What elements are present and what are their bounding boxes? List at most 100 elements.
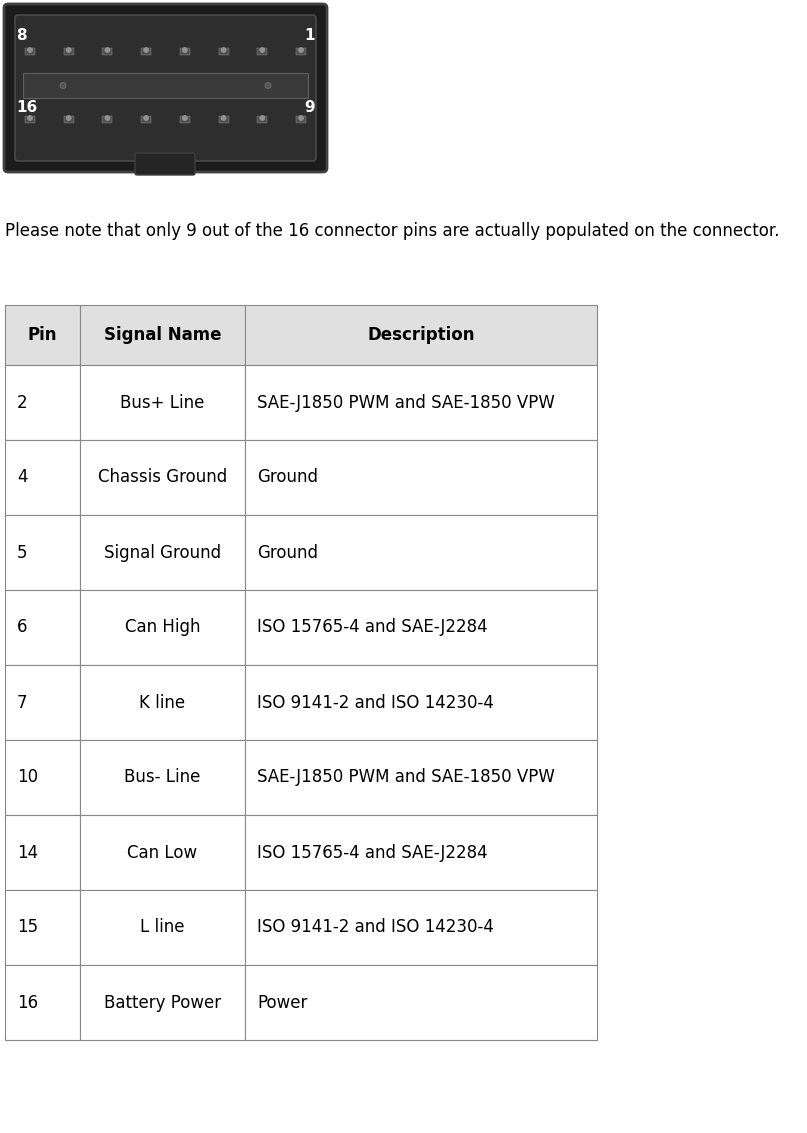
Text: ISO 9141-2 and ISO 14230-4: ISO 9141-2 and ISO 14230-4 (257, 919, 494, 937)
Text: Ground: Ground (257, 544, 318, 562)
Text: SAE-J1850 PWM and SAE-1850 VPW: SAE-J1850 PWM and SAE-1850 VPW (257, 768, 555, 786)
Bar (23, 73, 308, 97)
Bar (5, 365, 80, 440)
Circle shape (221, 116, 226, 120)
Text: SAE-J1850 PWM and SAE-1850 VPW: SAE-J1850 PWM and SAE-1850 VPW (257, 393, 555, 411)
Bar (5, 516, 80, 590)
Text: Signal Name: Signal Name (104, 326, 221, 344)
Bar (80, 440, 245, 516)
Bar (245, 891, 597, 965)
Bar (5, 440, 80, 516)
Bar (80, 740, 245, 815)
Text: Chassis Ground: Chassis Ground (98, 469, 227, 486)
Bar (102, 48, 112, 56)
Circle shape (66, 116, 71, 120)
Bar (180, 48, 190, 56)
Circle shape (105, 48, 110, 52)
Bar (245, 440, 597, 516)
Text: 4: 4 (17, 469, 27, 486)
Bar (245, 665, 597, 740)
Circle shape (265, 83, 271, 88)
Circle shape (66, 48, 71, 52)
Bar (5, 305, 80, 365)
Bar (25, 48, 35, 56)
Text: 6: 6 (17, 619, 27, 637)
Circle shape (27, 116, 32, 120)
Text: Battery Power: Battery Power (104, 994, 221, 1012)
Circle shape (260, 48, 265, 52)
Bar (257, 48, 267, 56)
FancyBboxPatch shape (15, 15, 316, 161)
Bar (245, 815, 597, 891)
Bar (80, 305, 245, 365)
Text: 10: 10 (17, 768, 38, 786)
Bar (80, 516, 245, 590)
Text: Please note that only 9 out of the 16 connector pins are actually populated on t: Please note that only 9 out of the 16 co… (5, 222, 780, 240)
Text: 16: 16 (17, 994, 38, 1012)
Text: 8: 8 (16, 28, 27, 43)
Text: Bus+ Line: Bus+ Line (120, 393, 205, 411)
Bar (296, 116, 306, 123)
Circle shape (27, 48, 32, 52)
Bar (245, 965, 597, 1040)
Bar (245, 516, 597, 590)
Text: ISO 15765-4 and SAE-J2284: ISO 15765-4 and SAE-J2284 (257, 619, 487, 637)
Text: L line: L line (140, 919, 185, 937)
Circle shape (182, 116, 187, 120)
Text: Description: Description (367, 326, 475, 344)
Bar (80, 365, 245, 440)
Text: ISO 15765-4 and SAE-J2284: ISO 15765-4 and SAE-J2284 (257, 843, 487, 861)
Bar (5, 590, 80, 665)
Bar (80, 665, 245, 740)
Bar (5, 665, 80, 740)
Circle shape (60, 83, 66, 88)
Circle shape (105, 116, 110, 120)
Text: Can High: Can High (125, 619, 200, 637)
Bar (180, 116, 190, 123)
Bar (245, 590, 597, 665)
Bar (245, 365, 597, 440)
Text: 15: 15 (17, 919, 38, 937)
Text: 5: 5 (17, 544, 27, 562)
Bar (5, 891, 80, 965)
Text: 14: 14 (17, 843, 38, 861)
Circle shape (221, 48, 226, 52)
Bar (5, 815, 80, 891)
Bar (141, 48, 151, 56)
Circle shape (260, 116, 265, 120)
Text: Signal Ground: Signal Ground (104, 544, 221, 562)
Text: Pin: Pin (27, 326, 57, 344)
Text: K line: K line (140, 693, 186, 712)
Bar (5, 740, 80, 815)
Bar (64, 116, 73, 123)
Bar (141, 116, 151, 123)
Text: Can Low: Can Low (128, 843, 198, 861)
Bar (80, 590, 245, 665)
Bar (5, 965, 80, 1040)
Bar (257, 116, 267, 123)
FancyBboxPatch shape (4, 5, 327, 172)
Text: 7: 7 (17, 693, 27, 712)
Text: 1: 1 (304, 28, 315, 43)
Circle shape (299, 48, 303, 52)
Circle shape (144, 48, 148, 52)
Bar (245, 305, 597, 365)
FancyBboxPatch shape (135, 153, 195, 174)
Bar (25, 116, 35, 123)
Bar (64, 48, 73, 56)
Bar (296, 48, 306, 56)
Circle shape (144, 116, 148, 120)
Text: Power: Power (257, 994, 307, 1012)
Circle shape (299, 116, 303, 120)
Bar (219, 48, 228, 56)
Bar (102, 116, 112, 123)
Text: ISO 9141-2 and ISO 14230-4: ISO 9141-2 and ISO 14230-4 (257, 693, 494, 712)
Text: Bus- Line: Bus- Line (124, 768, 201, 786)
Text: Ground: Ground (257, 469, 318, 486)
Bar (219, 116, 228, 123)
Circle shape (182, 48, 187, 52)
Bar (80, 891, 245, 965)
Bar (80, 965, 245, 1040)
Text: 16: 16 (16, 101, 37, 116)
Bar (80, 815, 245, 891)
